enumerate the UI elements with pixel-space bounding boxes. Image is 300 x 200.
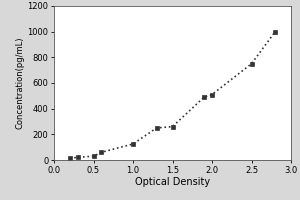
X-axis label: Optical Density: Optical Density: [135, 177, 210, 187]
Y-axis label: Concentration(pg/mL): Concentration(pg/mL): [16, 37, 25, 129]
